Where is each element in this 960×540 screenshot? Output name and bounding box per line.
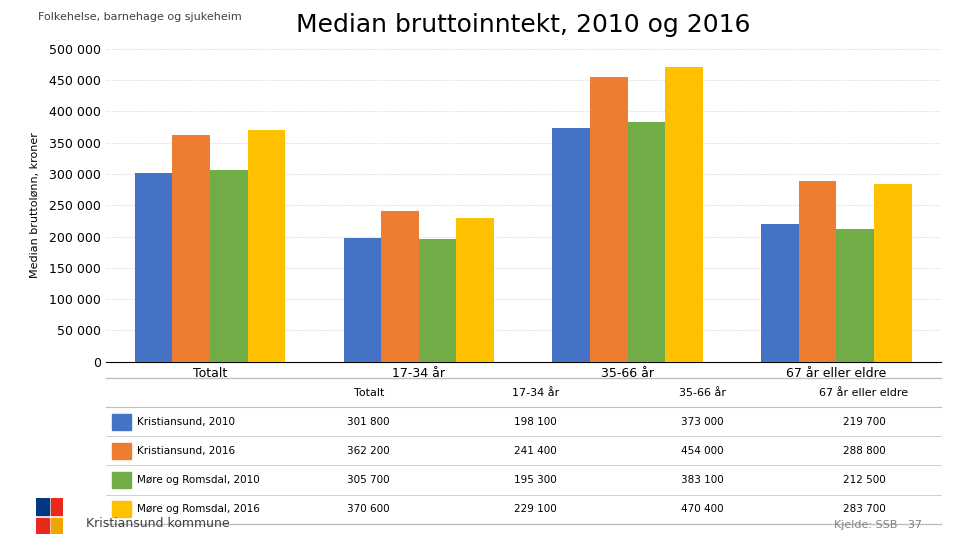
Text: 283 700: 283 700	[843, 504, 885, 514]
Text: Møre og Romsdal, 2010: Møre og Romsdal, 2010	[137, 475, 260, 485]
Bar	[36, 518, 49, 534]
Bar	[628, 122, 665, 362]
Bar	[799, 181, 836, 362]
Text: 67 år eller eldre: 67 år eller eldre	[820, 388, 908, 397]
Bar	[51, 518, 63, 534]
Text: Kjelde: SSB   37: Kjelde: SSB 37	[833, 520, 922, 530]
Text: 219 700: 219 700	[843, 417, 885, 427]
Text: 35-66 år: 35-66 år	[680, 388, 727, 397]
Text: 17-34 år: 17-34 år	[512, 388, 560, 397]
Text: 212 500: 212 500	[843, 475, 885, 485]
Text: Kristiansund, 2016: Kristiansund, 2016	[137, 446, 235, 456]
Text: Totalt: Totalt	[353, 388, 384, 397]
Bar	[112, 443, 131, 459]
Title: Median bruttoinntekt, 2010 og 2016: Median bruttoinntekt, 2010 og 2016	[296, 13, 751, 37]
Bar	[173, 135, 210, 362]
Bar	[836, 229, 874, 362]
Text: 229 100: 229 100	[515, 504, 557, 514]
Text: 362 200: 362 200	[348, 446, 390, 456]
Text: 470 400: 470 400	[682, 504, 724, 514]
Text: Kristiansund, 2010: Kristiansund, 2010	[137, 417, 235, 427]
Y-axis label: Median bruttolønn, kroner: Median bruttolønn, kroner	[31, 132, 40, 278]
Text: 383 100: 383 100	[682, 475, 724, 485]
Text: 198 100: 198 100	[515, 417, 557, 427]
Bar	[344, 238, 381, 362]
Text: 305 700: 305 700	[348, 475, 390, 485]
Text: 454 000: 454 000	[682, 446, 724, 456]
Text: 288 800: 288 800	[843, 446, 885, 456]
Bar	[456, 218, 494, 362]
Text: 195 300: 195 300	[515, 475, 557, 485]
Text: 241 400: 241 400	[515, 446, 557, 456]
Bar	[51, 498, 63, 515]
Bar	[381, 211, 419, 362]
Text: 373 000: 373 000	[682, 417, 724, 427]
Bar	[665, 67, 703, 362]
Bar	[210, 170, 248, 362]
Bar	[761, 224, 799, 362]
Text: 301 800: 301 800	[348, 417, 390, 427]
Bar	[112, 414, 131, 430]
Bar	[36, 498, 49, 515]
Bar	[112, 501, 131, 517]
Text: 370 600: 370 600	[348, 504, 390, 514]
Bar	[552, 128, 590, 362]
Text: Folkehelse, barnehage og sjukeheim: Folkehelse, barnehage og sjukeheim	[38, 12, 242, 23]
Bar	[874, 184, 912, 362]
Bar	[590, 77, 628, 362]
Text: Kristiansund kommune: Kristiansund kommune	[86, 517, 230, 530]
Text: Møre og Romsdal, 2016: Møre og Romsdal, 2016	[137, 504, 260, 514]
Bar	[419, 239, 456, 362]
Bar	[112, 472, 131, 488]
Bar	[134, 173, 173, 362]
Bar	[248, 130, 285, 362]
